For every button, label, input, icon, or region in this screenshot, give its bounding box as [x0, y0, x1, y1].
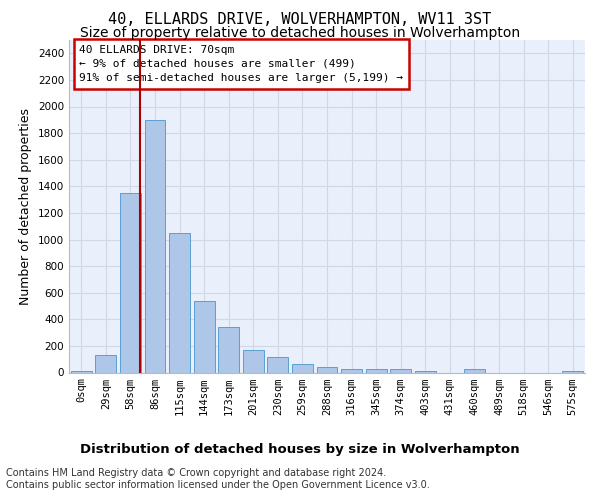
Bar [562, 370, 583, 372]
Bar [243, 350, 264, 372]
Y-axis label: Number of detached properties: Number of detached properties [19, 108, 32, 304]
Bar [268, 357, 289, 372]
Bar [292, 364, 313, 372]
Bar [120, 193, 141, 372]
Bar [71, 371, 92, 372]
Bar [464, 369, 485, 372]
Text: Contains public sector information licensed under the Open Government Licence v3: Contains public sector information licen… [6, 480, 430, 490]
Bar [365, 368, 386, 372]
Bar [341, 368, 362, 372]
Bar [169, 233, 190, 372]
Bar [390, 369, 411, 372]
Bar [415, 370, 436, 372]
Bar [194, 300, 215, 372]
Text: Distribution of detached houses by size in Wolverhampton: Distribution of detached houses by size … [80, 442, 520, 456]
Bar [145, 120, 166, 372]
Bar [95, 355, 116, 372]
Text: Contains HM Land Registry data © Crown copyright and database right 2024.: Contains HM Land Registry data © Crown c… [6, 468, 386, 477]
Bar [218, 328, 239, 372]
Bar [317, 366, 337, 372]
Text: Size of property relative to detached houses in Wolverhampton: Size of property relative to detached ho… [80, 26, 520, 40]
Text: 40, ELLARDS DRIVE, WOLVERHAMPTON, WV11 3ST: 40, ELLARDS DRIVE, WOLVERHAMPTON, WV11 3… [109, 12, 491, 28]
Text: 40 ELLARDS DRIVE: 70sqm
← 9% of detached houses are smaller (499)
91% of semi-de: 40 ELLARDS DRIVE: 70sqm ← 9% of detached… [79, 45, 403, 83]
